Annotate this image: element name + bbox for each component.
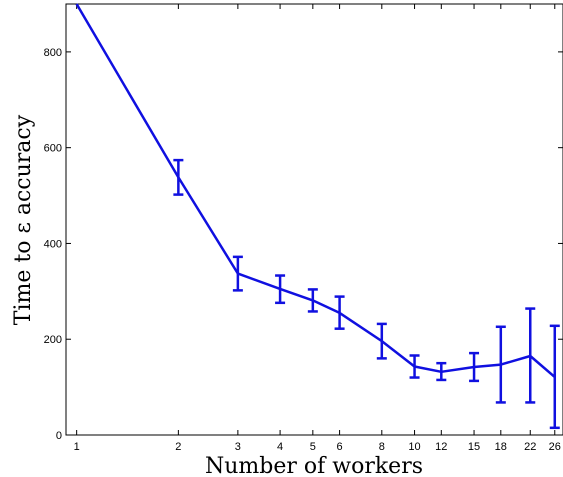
y-axis-ticks: 0 200 400 600 800 — [44, 47, 563, 442]
x-axis-ticks: 1 2 3 4 5 6 8 10 12 15 18 22 26 — [74, 4, 561, 453]
series-line — [75, 3, 556, 379]
plot-frame — [65, 3, 563, 436]
x-tick-label: 15 — [468, 441, 480, 453]
x-tick-label: 2 — [175, 441, 181, 453]
x-tick-label: 22 — [524, 441, 536, 453]
error-bars — [173, 158, 560, 430]
x-tick-label: 12 — [435, 441, 447, 453]
x-tick-label: 6 — [337, 441, 343, 453]
y-tick-label: 800 — [44, 47, 62, 59]
x-axis-title: Number of workers — [205, 454, 423, 477]
y-axis-title: Time to ε accuracy — [11, 114, 36, 325]
y-tick-label: 400 — [44, 238, 62, 250]
y-tick-label: 0 — [56, 430, 62, 442]
x-tick-label: 5 — [310, 441, 316, 453]
x-tick-label: 4 — [277, 441, 283, 453]
x-tick-label: 8 — [379, 441, 385, 453]
y-tick-label: 600 — [44, 143, 62, 155]
x-tick-label: 18 — [495, 441, 507, 453]
y-tick-label: 200 — [44, 334, 62, 346]
x-tick-label: 10 — [408, 441, 420, 453]
x-tick-label: 26 — [549, 441, 561, 453]
x-tick-label: 1 — [74, 441, 80, 453]
x-tick-label: 3 — [235, 441, 241, 453]
